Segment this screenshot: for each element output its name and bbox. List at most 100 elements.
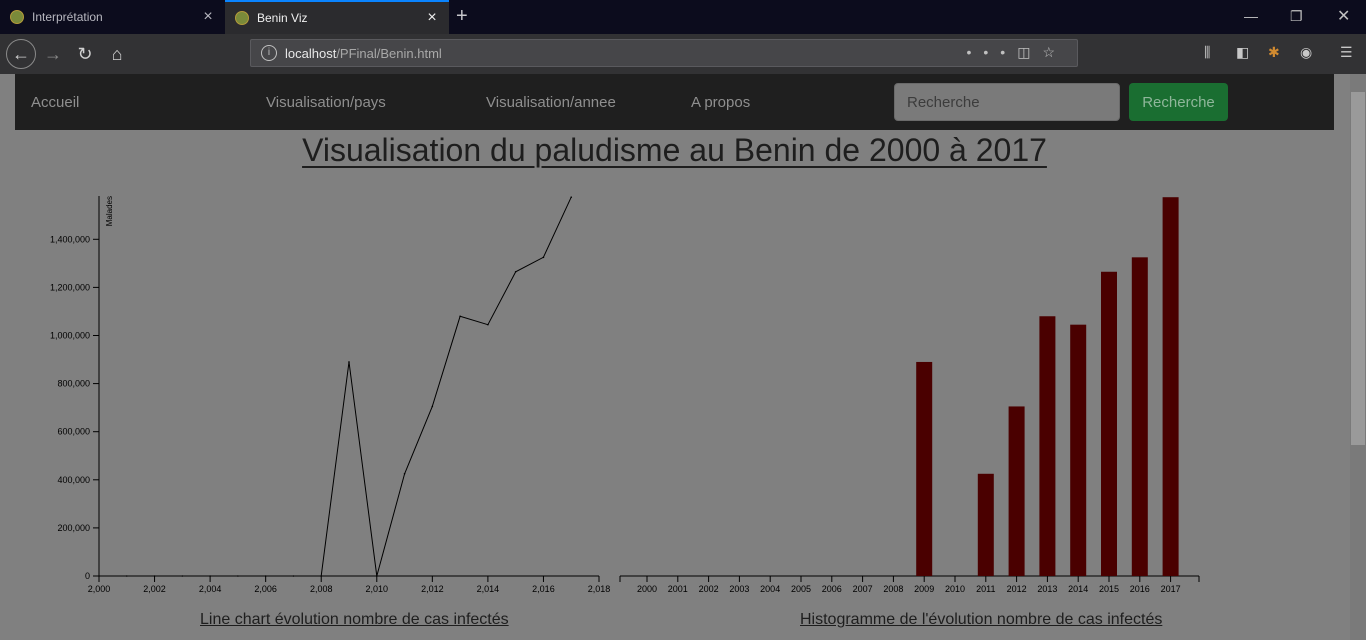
- restore-icon[interactable]: ❐: [1290, 8, 1303, 24]
- data-point: [264, 575, 267, 577]
- line-chart: 2,000 2,002 2,004 2,006 2,008 2,010 2,012 2,014…: [50, 196, 610, 594]
- browser-tab-bar: Interprétation × Benin Viz × + — ❐ ✕: [0, 0, 1366, 34]
- back-arrow-icon[interactable]: ←: [6, 39, 36, 69]
- x-tick-label: 2002: [699, 584, 719, 594]
- data-point: [570, 196, 573, 199]
- y-axis-label: Malades: [105, 196, 114, 226]
- site-navbar: Accueil Visualisation/pays Visualisation…: [15, 74, 1334, 130]
- x-tick-label: 2014: [1068, 584, 1088, 594]
- x-tick-label: 2011: [976, 584, 995, 594]
- y-tick-label: 0: [85, 571, 90, 581]
- x-tick-label: 2,014: [477, 584, 500, 594]
- nav-accueil[interactable]: Accueil: [31, 94, 80, 111]
- line-chart-caption[interactable]: Line chart évolution nombre de cas infec…: [200, 611, 509, 628]
- tab-title: Benin Viz: [257, 11, 308, 25]
- home-icon[interactable]: ⌂: [111, 44, 123, 64]
- bar-chart: 2000 2001 2002 2003 2004 2005 2006 2007 2008 2009…: [619, 197, 1200, 594]
- x-tick-label: 2008: [883, 584, 903, 594]
- y-tick-label: 1,400,000: [50, 234, 90, 244]
- url-bar[interactable]: i localhost/PFinal/Benin.html •••◫☆: [250, 39, 1078, 67]
- x-tick-label: 2016: [1130, 584, 1150, 594]
- account-icon[interactable]: ◉: [1300, 44, 1313, 60]
- new-tab-icon[interactable]: +: [456, 5, 468, 27]
- browser-toolbar: ← → ↻ ⌂ i localhost/PFinal/Benin.html ••…: [0, 34, 1366, 74]
- data-point: [375, 575, 378, 577]
- data-point: [98, 575, 100, 577]
- close-tab-icon[interactable]: ×: [203, 8, 213, 25]
- y-tick-label: 400,000: [57, 475, 90, 485]
- tab-title: Interprétation: [32, 10, 103, 24]
- data-point: [209, 575, 211, 577]
- nav-visualisation-annee[interactable]: Visualisation/annee: [486, 94, 616, 111]
- reload-icon[interactable]: ↻: [77, 44, 93, 64]
- x-tick-label: 2,018: [588, 584, 611, 594]
- page-title: Visualisation du paludisme au Benin de 2…: [302, 132, 1047, 168]
- data-point: [542, 256, 545, 259]
- url-path: /PFinal/Benin.html: [336, 45, 442, 61]
- x-tick-label: 2007: [853, 584, 873, 594]
- nav-a-propos[interactable]: A propos: [691, 94, 751, 111]
- site-favicon-icon: [10, 10, 24, 24]
- x-tick-label: 2,000: [88, 584, 111, 594]
- x-tick-label: 2000: [637, 584, 657, 594]
- x-tick-label: 2010: [945, 584, 965, 594]
- x-tick-label: 2,006: [254, 584, 277, 594]
- minimize-icon[interactable]: —: [1244, 8, 1258, 24]
- nav-visualisation-pays[interactable]: Visualisation/pays: [266, 94, 386, 111]
- y-tick-label: 200,000: [57, 523, 90, 533]
- site-info-icon[interactable]: i: [261, 45, 277, 61]
- more-actions-icon[interactable]: •••: [966, 44, 1018, 60]
- x-tick-label: 2,012: [421, 584, 444, 594]
- x-tick-label: 2015: [1099, 584, 1119, 594]
- site-favicon-icon: [235, 11, 249, 25]
- x-tick-label: 2009: [914, 584, 934, 594]
- page-scrollbar-thumb[interactable]: [1351, 92, 1365, 445]
- data-point: [431, 405, 434, 408]
- x-tick-label: 2003: [729, 584, 749, 594]
- x-tick-label: 2012: [1007, 584, 1027, 594]
- tab-interpretation[interactable]: Interprétation ×: [0, 0, 225, 34]
- data-point: [487, 323, 489, 326]
- search-button[interactable]: Recherche: [1129, 83, 1228, 121]
- window-close-icon[interactable]: ✕: [1337, 8, 1351, 25]
- y-tick-label: 600,000: [57, 427, 90, 437]
- data-point: [459, 315, 461, 318]
- bar-chart-caption[interactable]: Histogramme de l'évolution nombre de cas…: [800, 611, 1163, 628]
- y-tick-label: 800,000: [57, 379, 90, 389]
- bar: [1101, 271, 1117, 576]
- x-tick-label: 2004: [760, 584, 780, 594]
- x-tick-label: 2,002: [143, 584, 166, 594]
- data-point: [153, 575, 156, 577]
- x-tick-label: 2,010: [366, 584, 389, 594]
- sidebar-icon[interactable]: ◧: [1236, 44, 1250, 60]
- series-line: [99, 196, 572, 577]
- data-point: [125, 575, 128, 577]
- x-tick-label: 2017: [1161, 584, 1181, 594]
- pocket-icon[interactable]: ◫: [1017, 44, 1043, 60]
- library-icon[interactable]: ⫼: [1204, 44, 1211, 60]
- x-tick-label: 2001: [668, 584, 688, 594]
- bar: [1039, 316, 1056, 576]
- data-point: [514, 270, 517, 273]
- tab-benin-viz[interactable]: Benin Viz ×: [225, 0, 449, 34]
- x-tick-label: 2,004: [199, 584, 222, 594]
- extension-icon[interactable]: ✱: [1268, 44, 1280, 60]
- bar: [1162, 197, 1179, 577]
- data-point: [181, 575, 184, 577]
- search-input[interactable]: [894, 83, 1120, 121]
- x-tick-label: 2006: [822, 584, 842, 594]
- data-point: [348, 361, 350, 363]
- bar: [1070, 324, 1087, 576]
- url-host: localhost: [285, 45, 337, 61]
- data-point: [403, 472, 406, 475]
- close-tab-icon[interactable]: ×: [427, 9, 437, 26]
- menu-icon[interactable]: ☰: [1340, 44, 1353, 60]
- y-tick-label: 1,000,000: [50, 330, 90, 340]
- bookmark-star-icon[interactable]: ☆: [1042, 44, 1067, 60]
- page-actions[interactable]: •••◫☆: [966, 44, 1067, 61]
- data-point: [292, 575, 295, 577]
- forward-arrow-icon[interactable]: →: [44, 44, 62, 64]
- data-point: [320, 575, 323, 577]
- bar: [1131, 257, 1148, 576]
- x-tick-label: 2005: [791, 584, 811, 594]
